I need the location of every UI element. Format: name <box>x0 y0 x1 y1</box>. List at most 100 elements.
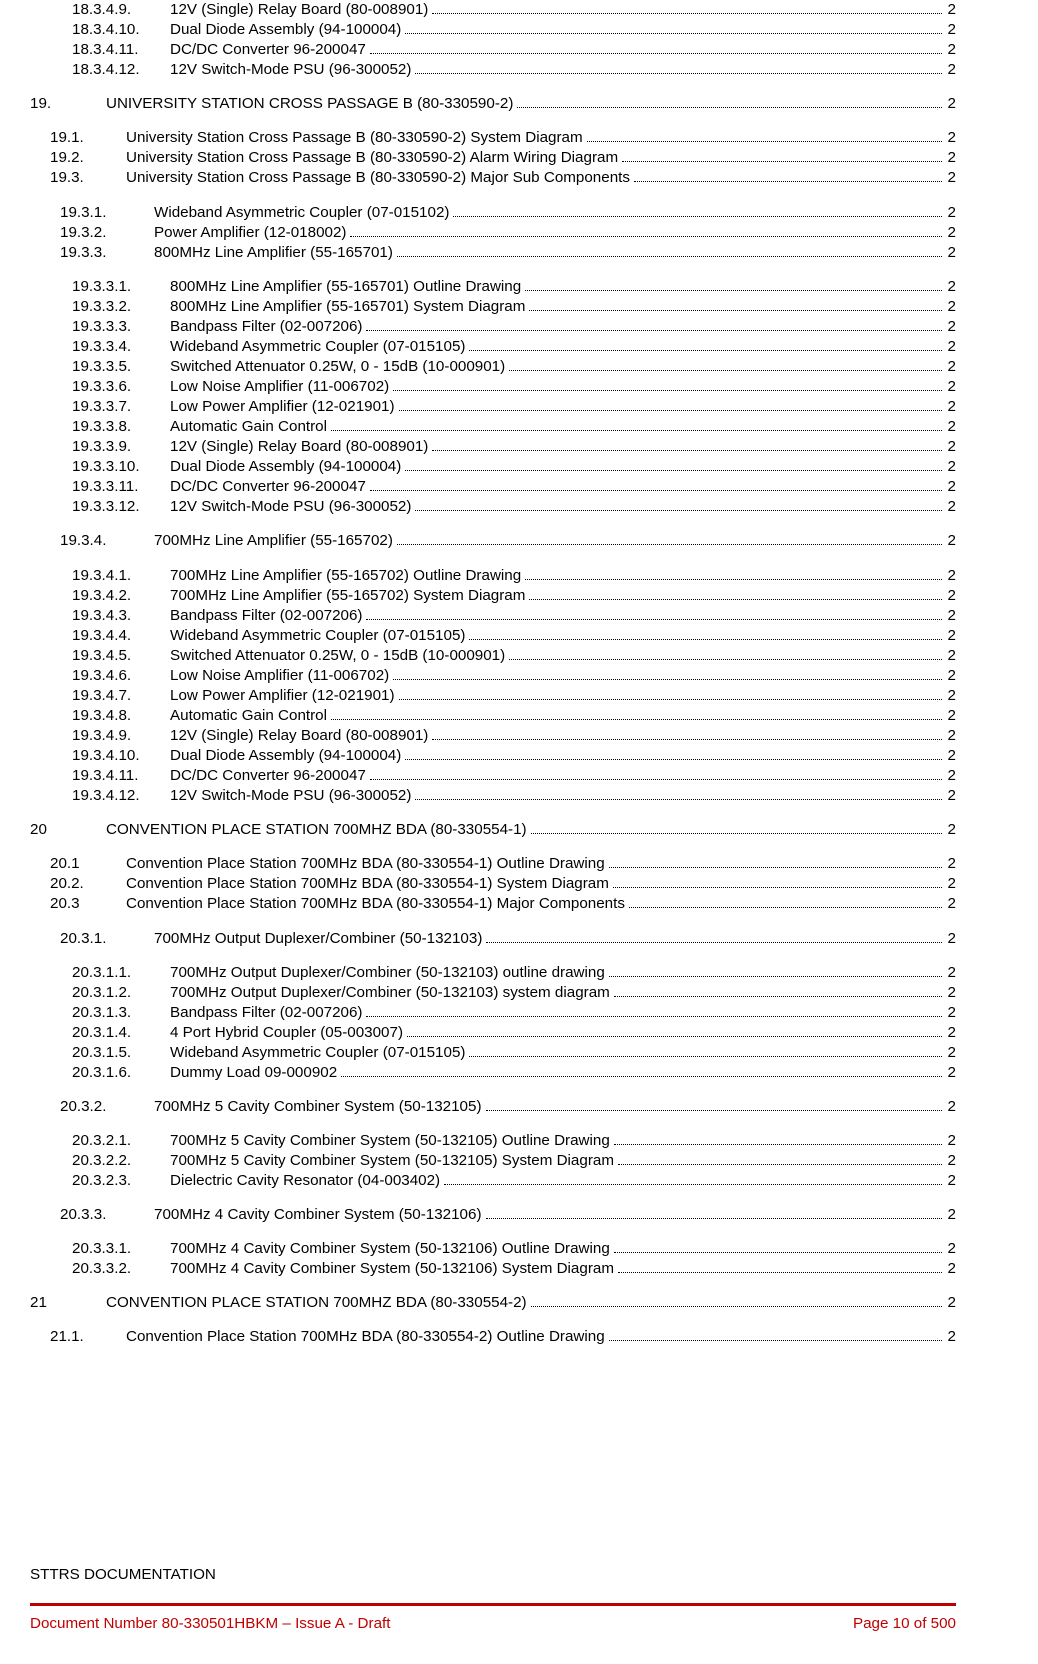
toc-title: 700MHz 5 Cavity Combiner System (50-1321… <box>170 1131 610 1151</box>
toc-leader-dots <box>531 822 942 834</box>
toc-title: DC/DC Converter 96-200047 <box>170 40 366 60</box>
toc-entry: 19.UNIVERSITY STATION CROSS PASSAGE B (8… <box>30 94 956 114</box>
toc-page: 2 <box>946 1003 956 1023</box>
toc-number: 20.3.1.3. <box>72 1003 170 1023</box>
toc-entry: 20.3.3.700MHz 4 Cavity Combiner System (… <box>60 1205 956 1225</box>
toc-page: 2 <box>946 626 956 646</box>
toc-title: Switched Attenuator 0.25W, 0 - 15dB (10-… <box>170 357 505 377</box>
toc-page: 2 <box>946 1327 956 1347</box>
toc-page: 2 <box>946 820 956 840</box>
toc-title: DC/DC Converter 96-200047 <box>170 477 366 497</box>
toc-title: 12V Switch-Mode PSU (96-300052) <box>170 497 411 517</box>
toc-title: 700MHz 5 Cavity Combiner System (50-1321… <box>154 1097 482 1117</box>
toc-title: Low Power Amplifier (12-021901) <box>170 686 395 706</box>
toc-leader-dots <box>370 42 942 54</box>
toc-number: 19.3.1. <box>60 203 154 223</box>
toc-number: 19.3.4.11. <box>72 766 170 786</box>
toc-title: 12V Switch-Mode PSU (96-300052) <box>170 786 411 806</box>
toc-entry: 19.3.4.12.12V Switch-Mode PSU (96-300052… <box>72 786 956 806</box>
toc-entry: 19.3.4.9.12V (Single) Relay Board (80-00… <box>72 726 956 746</box>
toc-page: 2 <box>946 786 956 806</box>
toc-leader-dots <box>432 2 941 14</box>
toc-title: 700MHz Output Duplexer/Combiner (50-1321… <box>170 963 605 983</box>
footer-title: STTRS DOCUMENTATION <box>30 1565 956 1585</box>
toc-number: 18.3.4.9. <box>72 0 170 20</box>
toc-page: 2 <box>946 497 956 517</box>
toc-entry: 19.3.3.11.DC/DC Converter 96-2000472 <box>72 477 956 497</box>
toc-number: 20.3.2.2. <box>72 1151 170 1171</box>
toc-title: CONVENTION PLACE STATION 700MHZ BDA (80-… <box>106 820 527 840</box>
toc-entry: 19.3.1.Wideband Asymmetric Coupler (07-0… <box>60 203 956 223</box>
toc-title: 700MHz 4 Cavity Combiner System (50-1321… <box>170 1259 614 1279</box>
toc-title: 800MHz Line Amplifier (55-165701) <box>154 243 393 263</box>
toc-page: 2 <box>946 606 956 626</box>
footer-page-number: Page 10 of 500 <box>853 1614 956 1634</box>
toc-entry: 20.3.2.2.700MHz 5 Cavity Combiner System… <box>72 1151 956 1171</box>
toc-page: 2 <box>946 203 956 223</box>
toc-entry: 20.3.1.700MHz Output Duplexer/Combiner (… <box>60 929 956 949</box>
toc-page: 2 <box>946 1171 956 1191</box>
toc-page: 2 <box>946 94 956 114</box>
toc-entry: 19.3.4.5.Switched Attenuator 0.25W, 0 - … <box>72 646 956 666</box>
toc-leader-dots <box>517 96 941 108</box>
toc-leader-dots <box>469 628 941 640</box>
toc-page: 2 <box>946 337 956 357</box>
toc-entry: 19.3.3.1.800MHz Line Amplifier (55-16570… <box>72 277 956 297</box>
toc-entry: 19.3.3.2.800MHz Line Amplifier (55-16570… <box>72 297 956 317</box>
toc-entry: 19.2.University Station Cross Passage B … <box>50 148 956 168</box>
toc-leader-dots <box>405 22 941 34</box>
toc-leader-dots <box>509 359 941 371</box>
toc-entry: 21.1.Convention Place Station 700MHz BDA… <box>50 1327 956 1347</box>
toc-page: 2 <box>946 894 956 914</box>
toc-title: 700MHz 5 Cavity Combiner System (50-1321… <box>170 1151 614 1171</box>
toc-page: 2 <box>946 20 956 40</box>
toc-leader-dots <box>509 648 941 660</box>
toc-leader-dots <box>399 399 942 411</box>
toc-page: 2 <box>946 586 956 606</box>
toc-page: 2 <box>946 168 956 188</box>
toc-title: Dual Diode Assembly (94-100004) <box>170 20 401 40</box>
toc-leader-dots <box>350 225 941 237</box>
toc-leader-dots <box>613 876 942 888</box>
toc-number: 19.3.3.11. <box>72 477 170 497</box>
toc-leader-dots <box>614 1241 942 1253</box>
toc-leader-dots <box>407 1025 942 1037</box>
toc-entry: 20.3.1.3.Bandpass Filter (02-007206)2 <box>72 1003 956 1023</box>
toc-leader-dots <box>618 1153 942 1165</box>
toc-page: 2 <box>946 686 956 706</box>
toc-title: University Station Cross Passage B (80-3… <box>126 168 630 188</box>
toc-entry: 20.3.2.700MHz 5 Cavity Combiner System (… <box>60 1097 956 1117</box>
toc-entry: 19.3.University Station Cross Passage B … <box>50 168 956 188</box>
toc-leader-dots <box>634 171 942 183</box>
toc-title: Switched Attenuator 0.25W, 0 - 15dB (10-… <box>170 646 505 666</box>
toc-leader-dots <box>366 319 941 331</box>
toc-leader-dots <box>366 1005 941 1017</box>
toc-leader-dots <box>453 205 941 217</box>
toc-leader-dots <box>397 534 942 546</box>
toc-page: 2 <box>946 1023 956 1043</box>
toc-number: 20.3.1. <box>60 929 154 949</box>
toc-entry: 20.3Convention Place Station 700MHz BDA … <box>50 894 956 914</box>
toc-page: 2 <box>946 297 956 317</box>
toc-page: 2 <box>946 1293 956 1313</box>
toc-page: 2 <box>946 1259 956 1279</box>
toc-number: 19.3.3.8. <box>72 417 170 437</box>
toc-title: Automatic Gain Control <box>170 417 327 437</box>
toc-page: 2 <box>946 357 956 377</box>
toc-number: 19.1. <box>50 128 126 148</box>
toc-page: 2 <box>946 983 956 1003</box>
toc-title: 700MHz Line Amplifier (55-165702) System… <box>170 586 525 606</box>
toc-title: 800MHz Line Amplifier (55-165701) System… <box>170 297 525 317</box>
toc-title: 12V (Single) Relay Board (80-008901) <box>170 726 428 746</box>
toc-page: 2 <box>946 531 956 551</box>
toc-entry: 20.1Convention Place Station 700MHz BDA … <box>50 854 956 874</box>
toc-leader-dots <box>469 339 941 351</box>
toc-number: 20.3.2.1. <box>72 1131 170 1151</box>
toc-number: 19.3.4.3. <box>72 606 170 626</box>
toc-leader-dots <box>486 1207 942 1219</box>
toc-title: Wideband Asymmetric Coupler (07-015105) <box>170 337 465 357</box>
toc-number: 18.3.4.10. <box>72 20 170 40</box>
toc-page: 2 <box>946 397 956 417</box>
toc-number: 19. <box>30 94 106 114</box>
toc-title: 4 Port Hybrid Coupler (05-003007) <box>170 1023 403 1043</box>
